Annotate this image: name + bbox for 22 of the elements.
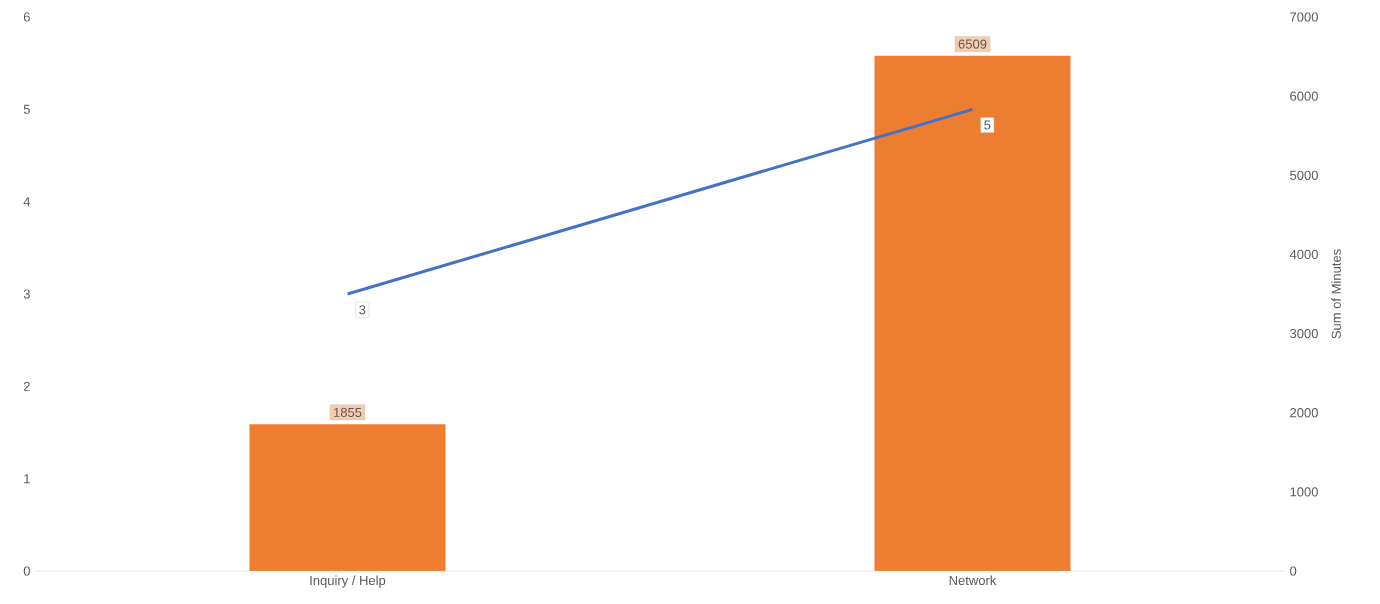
y-tick-label: 1 — [24, 474, 30, 484]
y2-tick-label: 3000 — [1290, 328, 1318, 339]
y2-tick-label: 6000 — [1290, 91, 1318, 101]
y-tick-label: 4 — [23, 197, 31, 207]
y-tick-label: 0 — [23, 566, 30, 576]
y-tick-label: 6 — [23, 12, 30, 22]
y2-tick-label: 2000 — [1290, 408, 1318, 418]
data-label: 1855 — [334, 407, 362, 417]
y2-tick-label: 7000 — [1290, 12, 1318, 22]
data-label: 6509 — [958, 39, 987, 49]
y2-tick-label: 5000 — [1290, 170, 1318, 180]
x-tick-label: Network — [949, 575, 997, 586]
y-tick-label: 3 — [23, 289, 30, 299]
y2-tick-label: 0 — [1290, 566, 1297, 576]
y-tick-label: 5 — [23, 104, 30, 114]
x-tick-label: Inquiry / Help — [310, 575, 386, 588]
y2-tick-label: 1000 — [1290, 487, 1318, 497]
data-label: 3 — [359, 305, 366, 315]
data-label: 5 — [984, 120, 991, 130]
y2-tick-label: 4000 — [1289, 249, 1318, 260]
y-tick-label: 2 — [23, 381, 30, 391]
y2-axis-title: Sum of Minutes — [1331, 249, 1341, 339]
